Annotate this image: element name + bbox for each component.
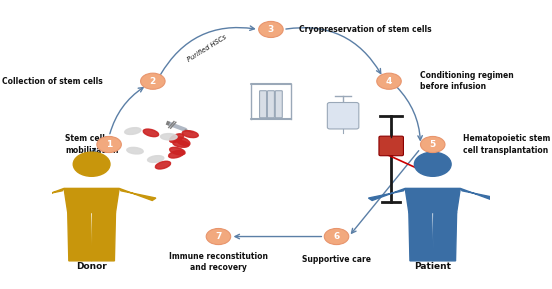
Text: 1: 1 [106, 140, 112, 149]
FancyArrowPatch shape [91, 149, 95, 172]
Text: Collection of stem cells: Collection of stem cells [2, 77, 103, 86]
FancyBboxPatch shape [379, 136, 404, 156]
Circle shape [421, 136, 445, 153]
Text: Hematopoietic stem
cell transplantation: Hematopoietic stem cell transplantation [463, 134, 551, 155]
Circle shape [141, 73, 165, 89]
Circle shape [73, 152, 110, 176]
FancyBboxPatch shape [259, 91, 267, 118]
Ellipse shape [182, 131, 198, 138]
Polygon shape [405, 188, 460, 212]
FancyArrowPatch shape [235, 234, 321, 239]
Circle shape [97, 136, 121, 153]
Polygon shape [433, 212, 457, 261]
FancyBboxPatch shape [275, 91, 282, 118]
Text: 2: 2 [150, 77, 156, 86]
FancyArrowPatch shape [286, 28, 381, 73]
Text: Cryopreservation of stem cells: Cryopreservation of stem cells [299, 25, 432, 34]
Text: 4: 4 [386, 77, 392, 86]
Text: 5: 5 [429, 140, 436, 149]
FancyBboxPatch shape [267, 91, 274, 118]
Circle shape [206, 229, 231, 244]
Polygon shape [68, 212, 92, 261]
Text: Stem cells
mobilization: Stem cells mobilization [65, 134, 119, 155]
Polygon shape [368, 188, 405, 201]
Polygon shape [92, 212, 115, 261]
Ellipse shape [168, 151, 184, 158]
Circle shape [415, 152, 451, 176]
FancyArrowPatch shape [397, 87, 422, 140]
Text: 6: 6 [333, 232, 339, 241]
Text: Donor: Donor [76, 262, 107, 271]
Text: Conditioning regimen
before infusion: Conditioning regimen before infusion [420, 71, 513, 91]
Polygon shape [27, 188, 64, 201]
FancyBboxPatch shape [327, 103, 359, 129]
Polygon shape [460, 188, 497, 201]
FancyArrowPatch shape [110, 88, 143, 134]
FancyArrowPatch shape [352, 151, 419, 233]
Polygon shape [64, 188, 119, 212]
Text: Immune reconstitution
and recovery: Immune reconstitution and recovery [169, 252, 268, 273]
Text: Purified HSCs: Purified HSCs [187, 34, 228, 63]
Text: Patient: Patient [414, 262, 451, 271]
Ellipse shape [169, 147, 185, 155]
Polygon shape [119, 188, 156, 201]
Ellipse shape [176, 137, 190, 146]
Text: Supportive care: Supportive care [302, 255, 371, 264]
Circle shape [259, 21, 283, 38]
Ellipse shape [173, 140, 189, 147]
Circle shape [377, 73, 401, 89]
Ellipse shape [147, 156, 164, 162]
Circle shape [324, 229, 349, 244]
Polygon shape [409, 212, 433, 261]
Ellipse shape [169, 134, 183, 142]
Ellipse shape [125, 128, 141, 134]
Ellipse shape [161, 134, 177, 140]
Ellipse shape [127, 147, 143, 154]
Text: 3: 3 [268, 25, 274, 34]
Text: 7: 7 [215, 232, 222, 241]
Ellipse shape [156, 161, 171, 169]
Ellipse shape [143, 129, 158, 137]
FancyArrowPatch shape [160, 26, 254, 75]
